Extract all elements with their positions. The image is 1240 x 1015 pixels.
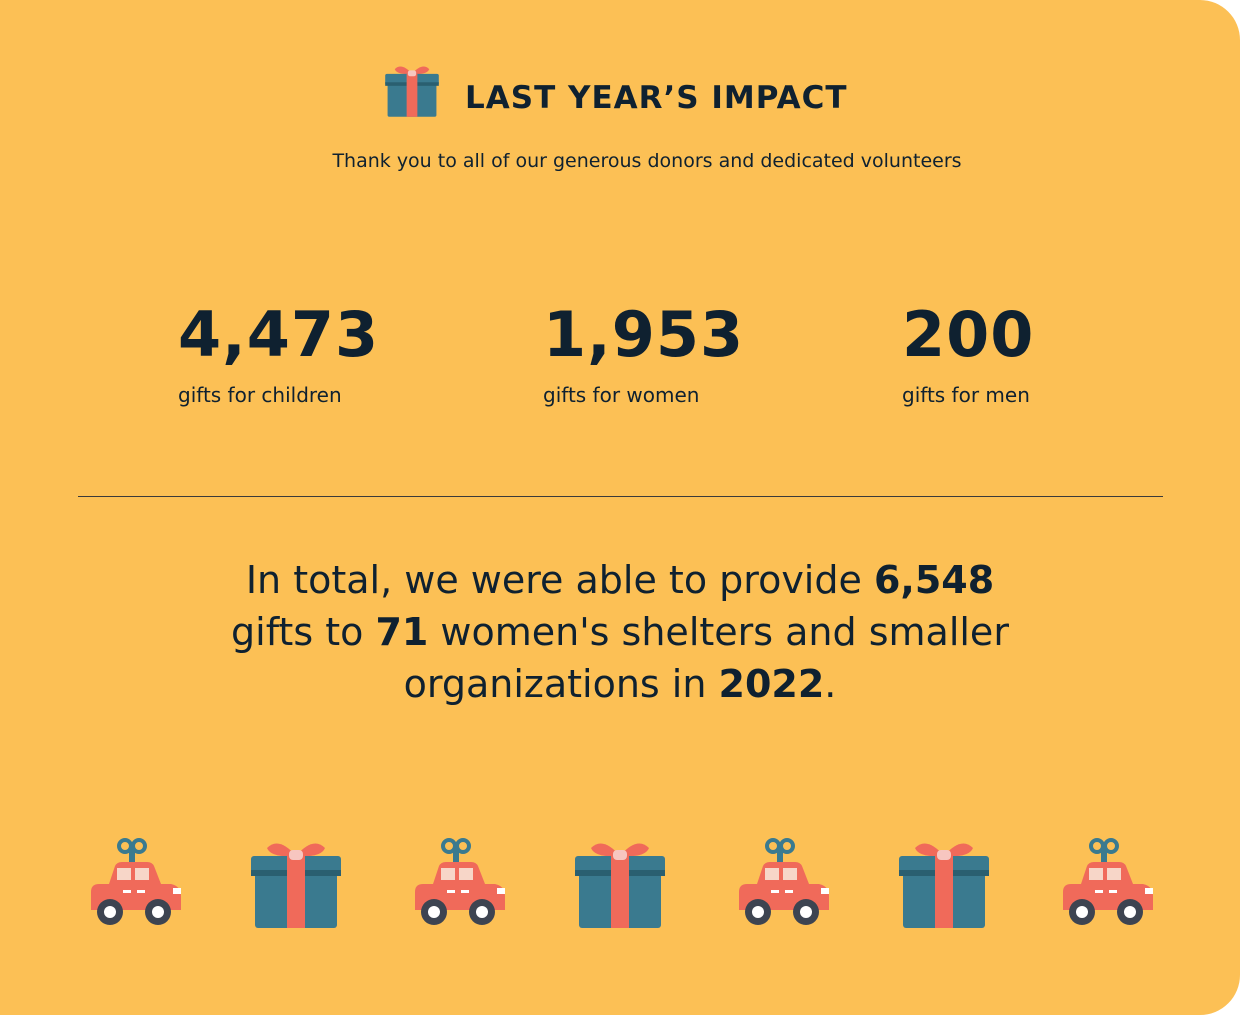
subtitle: Thank you to all of our generous donors …	[332, 150, 962, 172]
stat-number: 200	[902, 298, 1035, 371]
title-icon	[385, 66, 439, 117]
icon-row	[89, 838, 1155, 928]
summary-text: .	[824, 662, 837, 706]
summary-text: women's shelters and smaller organizatio…	[403, 610, 1009, 706]
stat-number: 1,953	[543, 298, 745, 371]
summary-highlight: 6,548	[873, 558, 995, 602]
summary-highlight: 71	[375, 610, 429, 654]
stat-label: gifts for women	[543, 383, 700, 407]
summary-text: In total, we were able to provide	[245, 558, 874, 602]
stat-label: gifts for children	[178, 383, 342, 407]
title: LAST YEAR’S IMPACT	[465, 80, 848, 116]
summary-text: gifts to	[231, 610, 376, 654]
summary-highlight: 2022	[718, 662, 825, 706]
summary: In total, we were able to provide 6,548 …	[220, 554, 1020, 710]
divider	[78, 496, 1163, 497]
stat-label: gifts for men	[902, 383, 1030, 407]
stat-number: 4,473	[178, 298, 380, 371]
